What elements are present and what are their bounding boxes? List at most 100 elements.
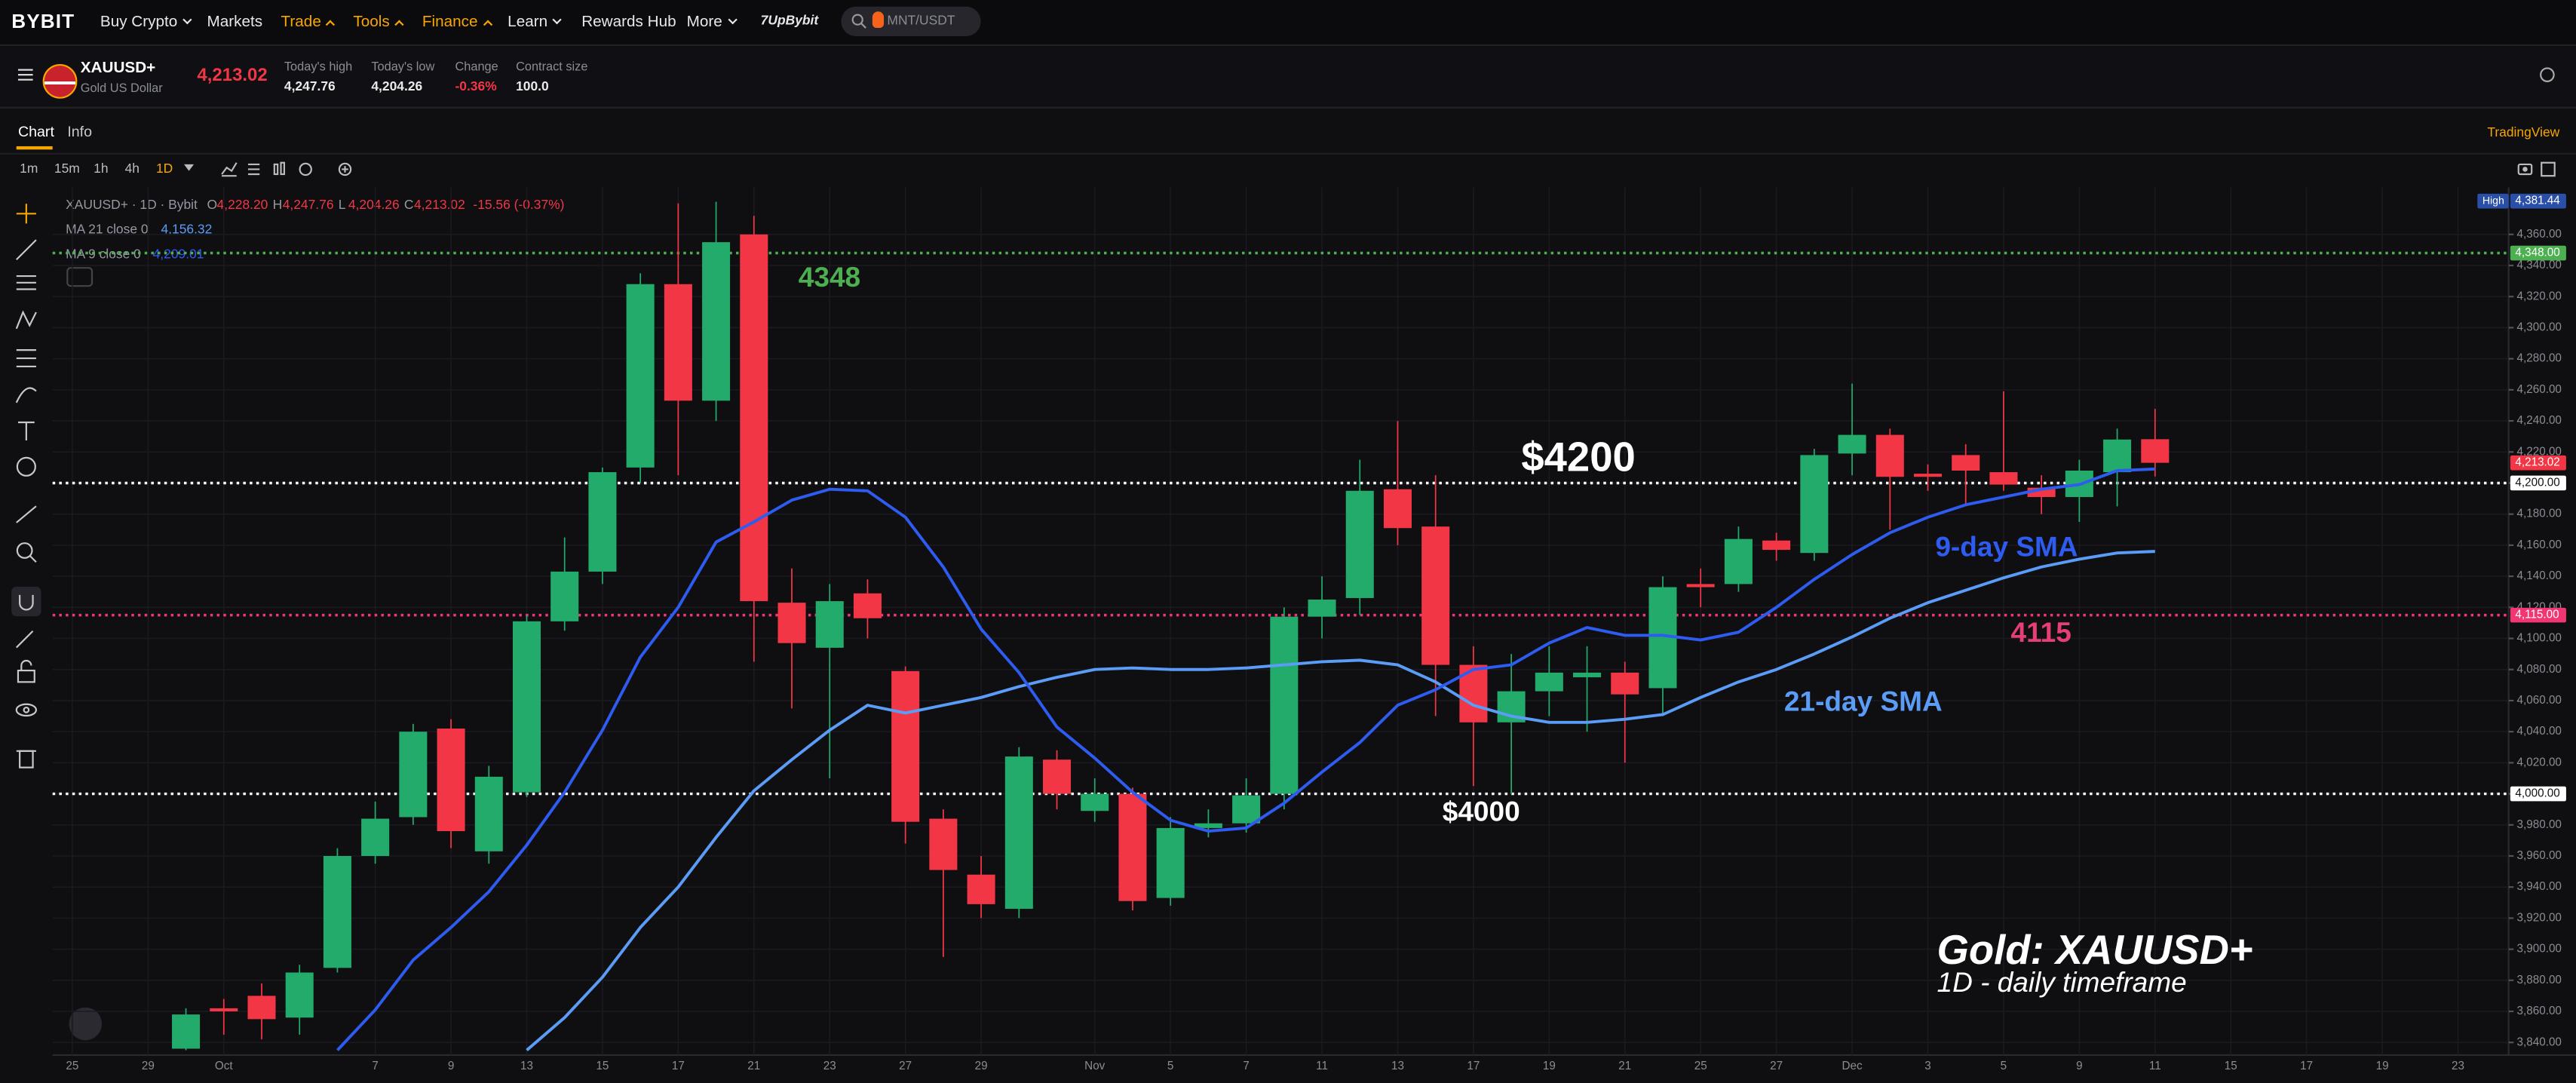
candle-body — [1383, 489, 1412, 529]
x-tick-label: 7 — [1243, 1060, 1249, 1072]
nav-label: Rewards Hub — [581, 13, 676, 32]
nav-label: Markets — [207, 13, 263, 32]
y-tick-label: 4,360.00 — [2517, 228, 2562, 241]
tab-underline — [16, 146, 53, 149]
tradingview-link[interactable]: TradingView — [2487, 124, 2560, 140]
candle-body — [891, 670, 920, 822]
annotation: Gold: XAUUSD+ — [1937, 927, 2253, 973]
drawing-tools — [11, 204, 41, 769]
y-tick-label: 4,160.00 — [2517, 538, 2562, 551]
candle-body — [702, 242, 731, 401]
annotation: $4000 — [1443, 795, 1520, 827]
y-tick-label: 4,320.00 — [2517, 290, 2562, 302]
x-tick-label: 27 — [899, 1060, 912, 1072]
candle-body — [1989, 472, 2018, 485]
high-tag — [2477, 193, 2509, 209]
search-placeholder: MNT/USDT — [887, 13, 955, 29]
x-tick-label: 3 — [1924, 1060, 1930, 1072]
divider — [0, 152, 2576, 155]
collapse-button[interactable] — [66, 267, 94, 287]
nav-item[interactable]: More — [686, 13, 738, 32]
level-badge — [2510, 607, 2566, 623]
level-badge-label: 4,115.00 — [2515, 609, 2559, 621]
level-badge-label: 4,200.00 — [2515, 477, 2559, 489]
candle-body — [588, 472, 617, 572]
candle-body — [399, 732, 428, 818]
legend-change: -15.56 (-0.37%) — [473, 197, 564, 212]
fire-icon — [872, 11, 885, 29]
annotation: 4115 — [2011, 616, 2072, 648]
x-tick-label: 23 — [823, 1060, 836, 1072]
nav-label: Learn — [508, 13, 548, 32]
stat-value: 4,204.26 — [371, 78, 423, 94]
legend-ma-name: MA 9 close 0 — [66, 246, 141, 261]
level-badge-label: 4,000.00 — [2515, 787, 2559, 800]
candle-body — [1004, 756, 1033, 910]
nav-item[interactable]: Markets — [207, 13, 262, 31]
stat-label: Today's low — [371, 59, 435, 75]
nav-item[interactable]: Trade — [281, 13, 336, 32]
x-tick-label: Oct — [215, 1060, 233, 1072]
tv-logo — [69, 1007, 103, 1041]
level-badge — [2510, 786, 2566, 802]
candle-body — [2141, 439, 2170, 463]
settings-icon[interactable] — [2540, 67, 2555, 82]
y-tick-label: 4,020.00 — [2517, 756, 2562, 769]
nav-label: Trade — [281, 13, 321, 32]
nav-item[interactable]: Learn — [508, 13, 563, 32]
timeframe-active[interactable]: 1D — [155, 161, 173, 176]
y-tick-label: 4,260.00 — [2517, 383, 2562, 396]
candle-body — [1762, 540, 1791, 551]
y-tick-label: 3,880.00 — [2517, 974, 2562, 986]
y-tick-label: 3,960.00 — [2517, 849, 2562, 862]
x-tick-label: Nov — [1084, 1060, 1105, 1072]
y-tick-label: 3,940.00 — [2517, 880, 2562, 893]
stat-value: -0.36% — [455, 78, 497, 94]
y-tick-label: 4,280.00 — [2517, 352, 2562, 365]
timeframe[interactable]: 15m — [54, 161, 80, 176]
nav-label: Tools — [353, 13, 390, 32]
nav-item[interactable]: Rewards Hub — [581, 13, 676, 31]
x-tick-label: 29 — [975, 1060, 988, 1072]
search-box[interactable]: MNT/USDT — [841, 6, 981, 36]
candle-body — [437, 729, 465, 832]
timeframe[interactable]: 4h — [124, 161, 140, 176]
timeframe[interactable]: 1h — [94, 161, 109, 176]
x-tick-label: 5 — [2001, 1060, 2007, 1072]
candle-body — [474, 776, 503, 851]
last-price-badge — [2510, 455, 2566, 471]
x-tick-label: 13 — [520, 1060, 533, 1072]
nav-item[interactable]: Buy Crypto — [100, 13, 192, 31]
candle-body — [929, 818, 958, 870]
x-tick-label: 21 — [1618, 1060, 1631, 1072]
candle-body — [1345, 490, 1374, 598]
legend-value: 4,204.26 — [348, 197, 400, 212]
symbol-name[interactable]: XAUUSD+ — [80, 59, 156, 78]
timeframe[interactable]: 1m — [20, 161, 38, 176]
y-tick-label: 3,920.00 — [2517, 911, 2562, 924]
x-tick-label: 11 — [2149, 1060, 2161, 1072]
legend-title: XAUUSD+ · 1D · Bybit — [66, 197, 198, 212]
symbol-bar: XAUUSD+ Gold US Dollar 4,213.02 Today's … — [0, 48, 2576, 109]
flag-icon — [42, 63, 78, 99]
y-tick-label: 3,980.00 — [2517, 818, 2562, 831]
candle-body — [664, 284, 692, 401]
candle-body — [1838, 434, 1866, 454]
logo[interactable]: BYBIT — [11, 10, 75, 33]
x-tick-label: 21 — [747, 1060, 760, 1072]
nav-item[interactable]: Finance — [422, 13, 492, 31]
tab-info[interactable]: Info — [67, 123, 93, 140]
y-tick-label: 4,240.00 — [2517, 414, 2562, 427]
top-nav: BYBIT Buy Crypto Markets Trade Tools Fin… — [0, 0, 2576, 47]
nav-item[interactable]: Tools — [353, 13, 404, 32]
legend-value: 4,213.02 — [414, 197, 465, 212]
tab-chart[interactable]: Chart — [17, 123, 54, 140]
nav-label: More — [686, 13, 722, 32]
candle-body — [1611, 672, 1639, 695]
menu-icon[interactable] — [17, 69, 33, 81]
x-tick-label: 29 — [142, 1060, 155, 1072]
candle-body — [740, 234, 768, 602]
promo[interactable]: 7UpBybit — [760, 13, 819, 29]
